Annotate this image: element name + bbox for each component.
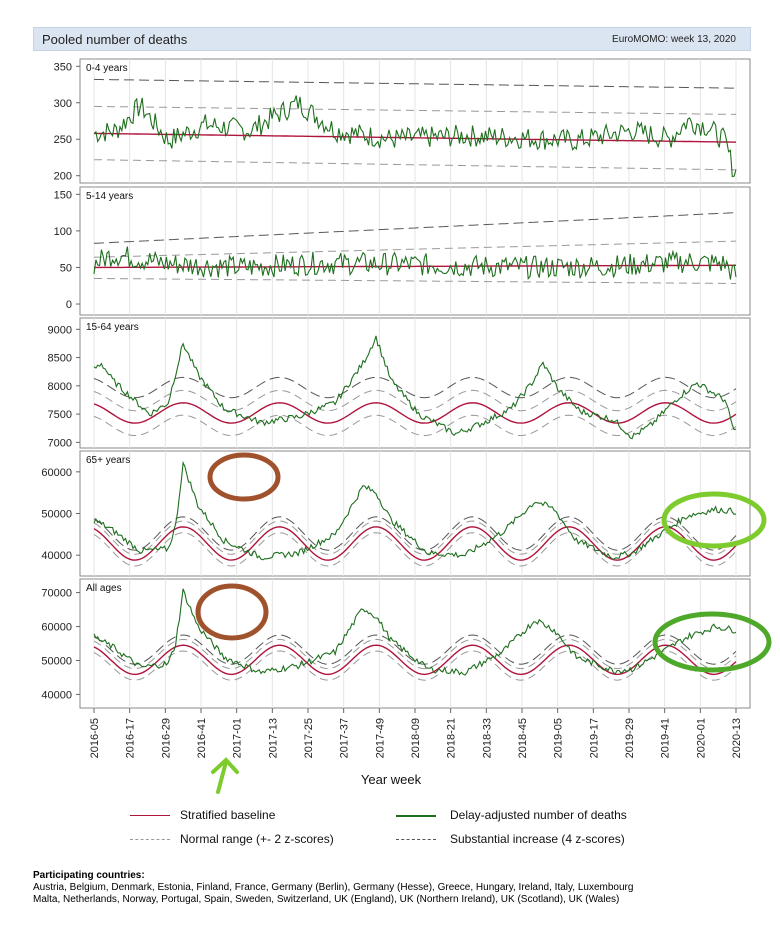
x-tick-label: 2019-41 xyxy=(660,718,672,758)
countries-title: Participating countries: xyxy=(33,870,145,881)
y-tick-label: 200 xyxy=(54,171,72,183)
y-tick-label: 50 xyxy=(60,262,72,274)
mortality-chart: 200 250 300 350 0-4 years 0 50 100 150 5-14 years… xyxy=(41,58,772,794)
normal-range-lower xyxy=(93,532,737,567)
normal-range-upper xyxy=(93,105,736,115)
y-tick-label: 350 xyxy=(54,61,72,73)
panel-label: 0-4 years xyxy=(86,63,128,74)
stratified-baseline xyxy=(94,132,737,143)
panel-label: 65+ years xyxy=(86,455,130,466)
x-tick-label: 2018-45 xyxy=(517,718,529,758)
x-tick-label: 2016-17 xyxy=(125,718,137,758)
countries-line-1: Austria, Belgium, Denmark, Estonia, Finl… xyxy=(33,882,634,893)
legend-normal-label: Normal range (+- 2 z-scores) xyxy=(180,832,334,846)
y-tick-label: 60000 xyxy=(41,467,72,479)
normal-range-lower xyxy=(94,159,737,171)
deaths-line xyxy=(93,246,737,280)
stratified-baseline xyxy=(93,402,737,424)
y-tick-label: 8000 xyxy=(48,381,72,393)
y-tick-label: 150 xyxy=(54,189,72,201)
normal-range-upper xyxy=(93,389,737,412)
legend-deaths-label: Delay-adjusted number of deaths xyxy=(450,808,627,822)
substantial-increase-line xyxy=(93,212,737,244)
x-tick-label: 2019-05 xyxy=(553,718,565,758)
y-tick-label: 250 xyxy=(54,134,72,146)
legend-baseline-label: Stratified baseline xyxy=(180,808,276,822)
annotation-circle-65plus-peak xyxy=(207,452,281,502)
normal-range-upper xyxy=(93,520,737,555)
y-tick-label: 50000 xyxy=(41,509,72,521)
normal-range-upper xyxy=(93,638,737,670)
panel-label: All ages xyxy=(86,583,122,594)
x-tick-label: 2018-33 xyxy=(481,718,493,758)
x-tick-label: 2017-13 xyxy=(267,718,279,758)
deaths-line xyxy=(93,588,737,676)
y-tick-label: 0 xyxy=(66,299,72,311)
annotation-circle-allages-peak xyxy=(195,583,269,641)
legend-substantial-line xyxy=(396,839,436,840)
x-tick-label: 2017-25 xyxy=(303,718,315,758)
substantial-increase-line xyxy=(93,634,737,665)
x-tick-label: 2020-01 xyxy=(695,718,707,758)
legend-baseline-line xyxy=(130,815,170,816)
deaths-line xyxy=(93,460,737,561)
x-tick-label: 2016-05 xyxy=(89,718,101,758)
substantial-increase-line xyxy=(93,516,737,551)
normal-range-lower xyxy=(93,277,736,284)
normal-range-upper xyxy=(93,240,737,258)
annotation-arrow-icon xyxy=(211,757,239,794)
y-tick-label: 40000 xyxy=(41,550,72,562)
deaths-line xyxy=(93,95,737,178)
stratified-baseline xyxy=(93,526,737,561)
x-tick-label: 2018-09 xyxy=(410,718,422,758)
panel-label: 15-64 years xyxy=(86,322,139,333)
x-tick-label: 2018-21 xyxy=(446,718,458,758)
x-tick-label: 2017-49 xyxy=(374,718,386,758)
y-tick-label: 7500 xyxy=(48,409,72,421)
y-tick-label: 100 xyxy=(54,226,72,238)
chart-title: Pooled number of deaths xyxy=(42,32,188,47)
legend-deaths-line xyxy=(396,815,436,817)
x-tick-label: 2020-13 xyxy=(731,718,743,758)
chart-header: Pooled number of deaths EuroMOMO: week 1… xyxy=(33,27,751,51)
y-tick-label: 9000 xyxy=(48,324,72,336)
source-label: EuroMOMO: week 13, 2020 xyxy=(612,34,736,45)
x-tick-label: 2019-17 xyxy=(588,718,600,758)
x-tick-label: 2017-37 xyxy=(339,718,351,758)
x-tick-label: 2016-29 xyxy=(160,718,172,758)
y-tick-label: 60000 xyxy=(41,622,72,634)
annotation-circle-allages-2020 xyxy=(652,611,772,673)
x-axis-label: Year week xyxy=(361,772,422,787)
y-tick-label: 7000 xyxy=(48,437,72,449)
y-tick-label: 300 xyxy=(54,98,72,110)
normal-range-lower xyxy=(93,414,737,437)
x-tick-label: 2017-01 xyxy=(232,718,244,758)
x-tick-label: 2019-29 xyxy=(624,718,636,758)
y-tick-label: 50000 xyxy=(41,655,72,667)
legend-normal-line xyxy=(130,839,170,840)
substantial-increase-line xyxy=(93,376,737,399)
x-tick-label: 2016-41 xyxy=(196,718,208,758)
y-tick-label: 40000 xyxy=(41,689,72,701)
substantial-increase-line xyxy=(93,78,737,89)
annotation-circle-65plus-2020 xyxy=(661,491,767,549)
panel-label: 5-14 years xyxy=(86,191,133,202)
y-tick-label: 70000 xyxy=(41,588,72,600)
countries-line-2: Malta, Netherlands, Norway, Portugal, Sp… xyxy=(33,894,620,905)
y-tick-label: 8500 xyxy=(48,353,72,365)
deaths-line xyxy=(93,335,737,440)
normal-range-lower xyxy=(93,650,737,681)
legend-substantial-label: Substantial increase (4 z-scores) xyxy=(450,832,625,846)
